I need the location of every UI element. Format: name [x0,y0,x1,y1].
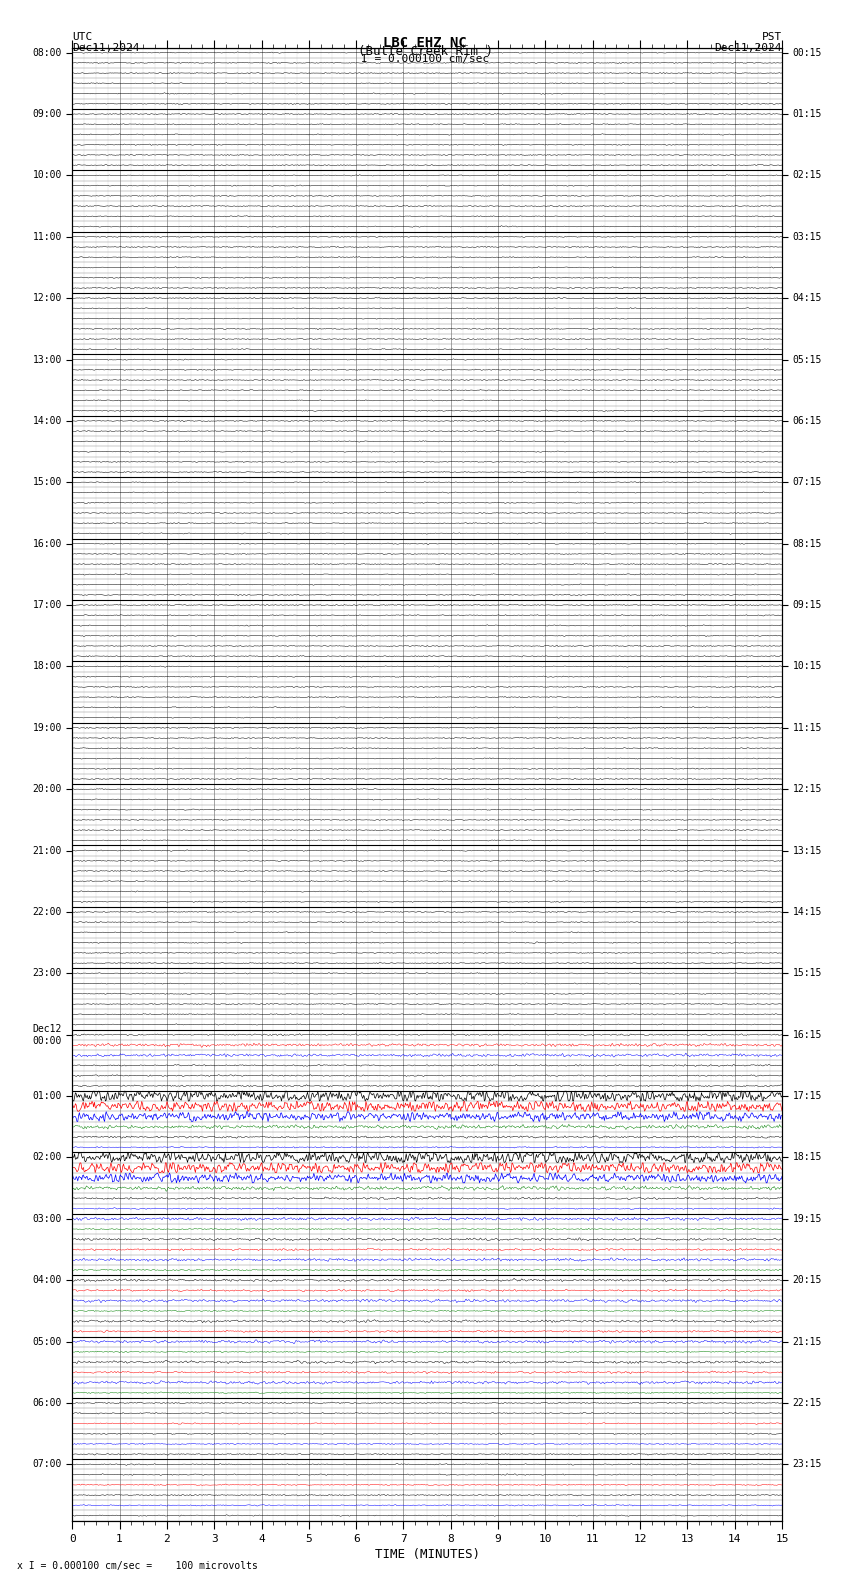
Text: I = 0.000100 cm/sec: I = 0.000100 cm/sec [361,54,489,63]
Text: (Butte Creek Rim ): (Butte Creek Rim ) [358,44,492,59]
X-axis label: TIME (MINUTES): TIME (MINUTES) [375,1548,479,1560]
Text: LBC EHZ NC: LBC EHZ NC [383,35,467,49]
Text: PST
Dec11,2024: PST Dec11,2024 [715,32,782,54]
Text: UTC
Dec11,2024: UTC Dec11,2024 [72,32,139,54]
Text: x I = 0.000100 cm/sec =    100 microvolts: x I = 0.000100 cm/sec = 100 microvolts [17,1562,258,1571]
